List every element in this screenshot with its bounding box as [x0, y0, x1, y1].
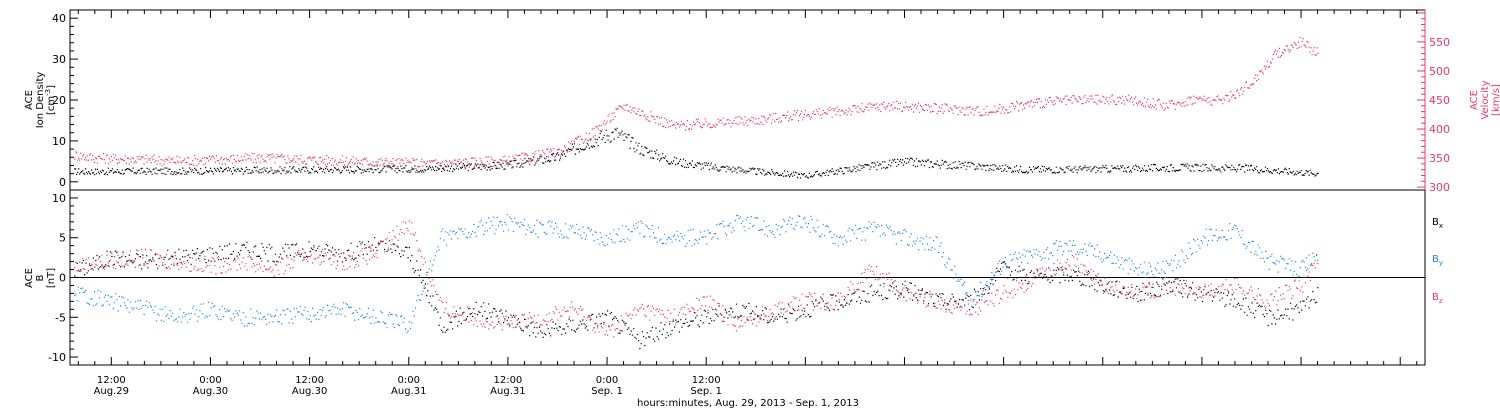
bottom-panel-marks — [70, 214, 1425, 350]
top-right-tick-label: 300 — [1429, 181, 1450, 194]
x-tick-label-date: Aug.30 — [292, 386, 327, 397]
x-tick-label-date: Aug.29 — [94, 386, 129, 397]
x-tick-label-time: 12:00 — [97, 375, 126, 386]
top-panel-marks — [74, 37, 1319, 179]
top-series-velocity — [74, 37, 1319, 170]
legend-by-sub: y — [1439, 259, 1443, 267]
bottom-left-tick-label: 0 — [59, 272, 66, 285]
bottom-left-tick-label: -10 — [48, 351, 66, 364]
x-tick-label-time: 12:00 — [692, 375, 721, 386]
bz-series — [74, 220, 1319, 338]
legend-bz-sub: z — [1439, 297, 1443, 305]
top-right-axis-label-line2: Velocity — [1480, 80, 1491, 119]
x-tick-label-time: 12:00 — [295, 375, 324, 386]
bottom-left-axis-label-line1: ACE — [24, 268, 35, 288]
x-tick-label-time: 0:00 — [398, 375, 420, 386]
top-left-tick-label: 20 — [52, 94, 66, 107]
top-right-axis-label-line1: ACE — [1469, 90, 1480, 110]
top-left-axis-unit: [cm-3] — [44, 85, 57, 115]
top-left-axis-unit-base: [cm — [46, 96, 57, 115]
legend-bz: Bz — [1432, 292, 1443, 305]
x-tick-label-date: Aug.30 — [193, 386, 228, 397]
top-right-tick-label: 350 — [1429, 152, 1450, 165]
x-tick-label-date: Aug.31 — [490, 386, 525, 397]
bottom-left-axis-label-line2: B — [35, 274, 46, 281]
top-right-tick-label: 400 — [1429, 123, 1450, 136]
legend-bx-sub: x — [1439, 222, 1443, 230]
top-left-tick-label: 10 — [52, 135, 66, 148]
x-tick-label-date: Sep. 1 — [690, 386, 722, 397]
bottom-left-axis-unit: [nT] — [46, 268, 57, 288]
x-tick-label-time: 12:00 — [493, 375, 522, 386]
top-left-tick-label: 40 — [52, 12, 66, 25]
top-left-axis-label-line1: ACE — [24, 90, 35, 110]
top-right-tick-label: 500 — [1429, 65, 1450, 78]
top-right-axis-unit: [km/s] — [1491, 84, 1500, 116]
legend-by: By — [1432, 254, 1443, 267]
bottom-left-tick-label: -5 — [55, 311, 66, 324]
axes-layer: 0 10 20 30 40 300 350 400 450 500 550 -10 -5 0 5 10 12:0… — [48, 10, 1450, 397]
top-left-tick-label: 30 — [52, 53, 66, 66]
x-tick-label-time: 0:00 — [199, 375, 221, 386]
by-series — [74, 214, 1319, 334]
top-right-tick-label: 550 — [1429, 36, 1450, 49]
top-left-axis-unit-sup: -3 — [44, 89, 52, 96]
x-tick-label-date: Sep. 1 — [591, 386, 623, 397]
legend-bx: Bx — [1432, 217, 1443, 230]
top-right-tick-label: 450 — [1429, 94, 1450, 107]
bx-series — [74, 237, 1319, 350]
x-axis-title: hours:minutes, Aug. 29, 2013 - Sep. 1, 2… — [637, 398, 859, 409]
x-tick-label-date: Aug.31 — [391, 386, 426, 397]
legend-bz-base: B — [1432, 292, 1439, 303]
bottom-left-tick-label: 10 — [52, 192, 66, 205]
bottom-left-tick-label: 5 — [59, 232, 66, 245]
top-series-density — [74, 127, 1319, 179]
top-left-axis-unit-close: ] — [46, 85, 57, 89]
top-left-axis-label-line2: Ion Density — [35, 72, 46, 129]
legend-by-base: B — [1432, 254, 1439, 265]
x-tick-label-time: 0:00 — [596, 375, 618, 386]
top-left-tick-label: 0 — [59, 176, 66, 189]
legend-bx-base: B — [1432, 217, 1439, 228]
